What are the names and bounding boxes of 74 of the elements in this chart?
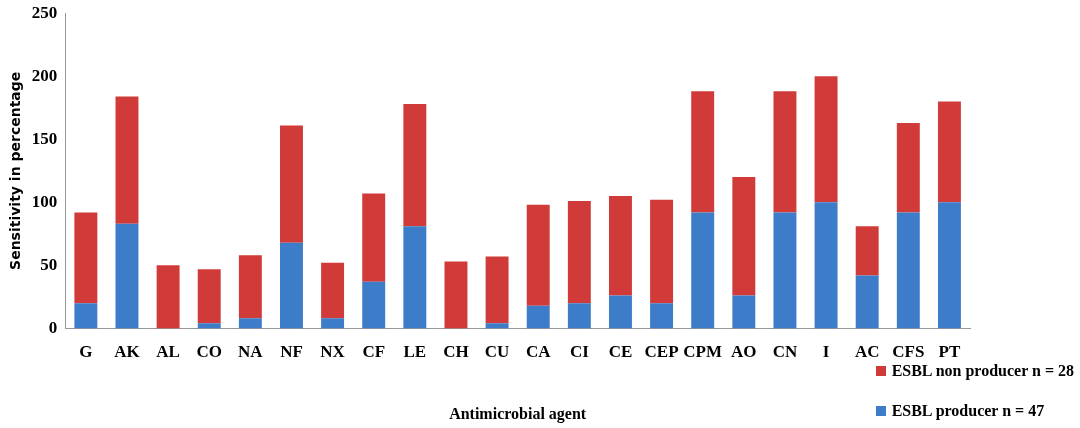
bar xyxy=(937,202,961,329)
legend-label: ESBL non producer n = 28 xyxy=(891,362,1074,380)
x-axis-title: Antimicrobial agent xyxy=(449,404,587,423)
bar xyxy=(197,323,221,329)
bar xyxy=(362,193,386,282)
bar xyxy=(691,212,715,329)
bar xyxy=(238,318,262,329)
bar xyxy=(485,323,509,329)
y-axis-title: Sensitivity in percentage xyxy=(7,71,24,270)
x-tick-label: CN xyxy=(772,341,798,361)
bar xyxy=(855,275,879,329)
bar xyxy=(280,242,303,329)
x-tick-label: CE xyxy=(608,341,633,361)
bar xyxy=(691,91,715,213)
x-tick-label: AO xyxy=(731,341,757,361)
x-tick-label: I xyxy=(822,341,830,361)
x-tick-label: AC xyxy=(854,341,880,361)
x-tick-label: NA xyxy=(238,341,264,361)
bar xyxy=(444,261,468,329)
x-tick-label: AL xyxy=(156,341,180,361)
bar xyxy=(855,226,879,276)
x-tick-label: CEP xyxy=(644,341,679,361)
bar xyxy=(362,281,386,329)
x-tick-label: PT xyxy=(938,341,961,361)
bar xyxy=(74,212,98,304)
x-tick-label: G xyxy=(79,341,93,361)
bar xyxy=(567,201,591,304)
y-tick-label: 150 xyxy=(31,128,58,148)
bar xyxy=(814,76,838,203)
bar xyxy=(814,202,838,329)
bar xyxy=(650,199,674,304)
x-tick-label: CA xyxy=(525,341,552,361)
bar xyxy=(74,303,98,329)
x-tick-label: CU xyxy=(484,341,510,361)
x-tick-label: AK xyxy=(114,341,141,361)
bar xyxy=(773,91,797,213)
bar xyxy=(608,295,632,329)
y-tick-label: 200 xyxy=(31,65,58,85)
bar xyxy=(732,177,756,296)
bar xyxy=(321,318,345,329)
y-tick-label: 100 xyxy=(31,191,58,211)
bar xyxy=(197,269,221,324)
bar xyxy=(238,255,262,319)
x-tick-label: CF xyxy=(362,341,386,361)
legend-label: ESBL producer n = 47 xyxy=(891,402,1045,420)
bar xyxy=(896,212,920,329)
bar xyxy=(937,101,961,203)
bar xyxy=(896,122,920,213)
bar xyxy=(115,96,139,224)
bar xyxy=(732,295,756,329)
x-tick-label: LE xyxy=(403,341,427,361)
bar xyxy=(567,303,591,329)
bar xyxy=(156,265,180,329)
bar xyxy=(403,226,427,329)
bar xyxy=(608,196,632,296)
x-tick-label: NX xyxy=(320,341,346,361)
x-tick-label: CI xyxy=(569,341,590,361)
bar xyxy=(280,125,303,243)
y-tick-label: 50 xyxy=(40,254,58,274)
bar xyxy=(403,103,427,227)
bar xyxy=(115,223,139,329)
x-tick-label: CO xyxy=(196,341,222,361)
x-tick-label: CFS xyxy=(892,341,925,361)
bar xyxy=(485,256,509,324)
y-tick-label: 250 xyxy=(31,2,58,22)
bar xyxy=(526,305,550,329)
x-tick-label: CH xyxy=(443,341,469,361)
bar xyxy=(526,204,550,306)
x-tick-label: CPM xyxy=(683,341,723,361)
bar xyxy=(321,262,345,319)
bar xyxy=(773,212,797,329)
bar xyxy=(650,303,674,329)
y-tick-label: 0 xyxy=(48,317,58,337)
x-tick-label: NF xyxy=(280,341,303,361)
